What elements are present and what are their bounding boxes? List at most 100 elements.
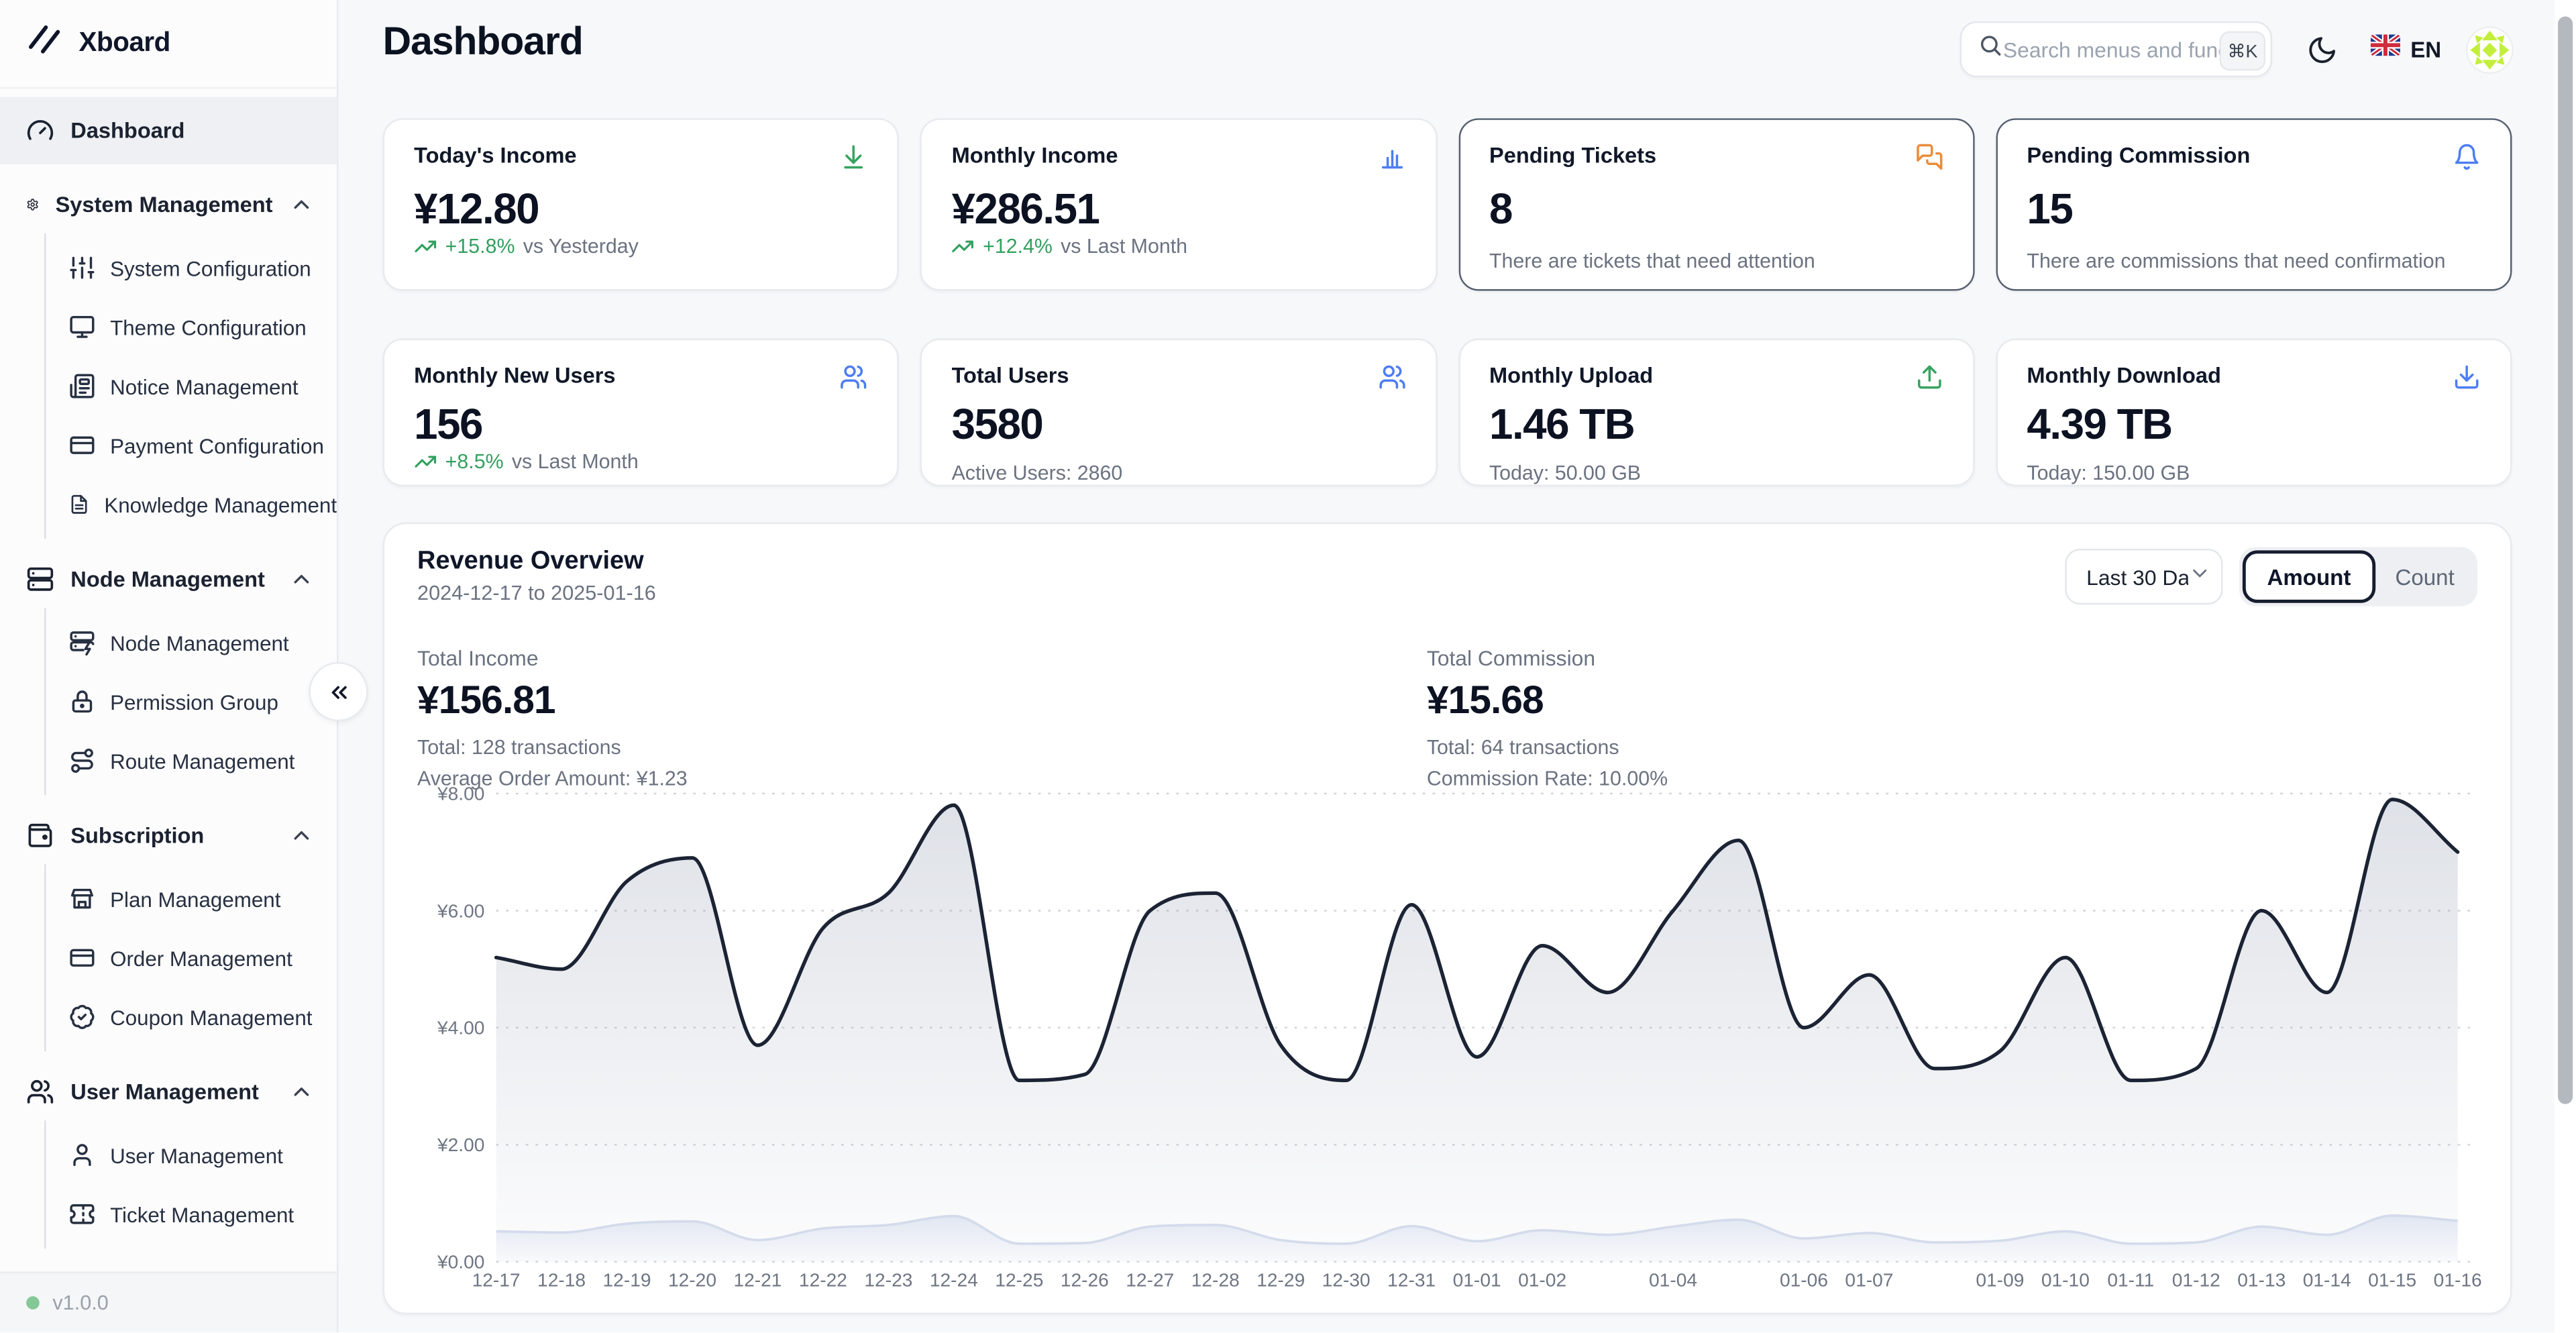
sidebar-item-system-configuration[interactable]: System Configuration <box>46 238 337 297</box>
users-icon <box>27 1079 54 1103</box>
stat-card-today-s-income: Today's Income ¥12.80 +15.8% vs Yesterday <box>382 118 900 291</box>
amount-count-toggle: Amount Count <box>2239 547 2478 606</box>
svg-text:01-06: 01-06 <box>1780 1270 1828 1291</box>
credit-card-icon <box>70 436 95 454</box>
card-value: 4.39 TB <box>2027 399 2173 449</box>
revenue-panel: Revenue Overview 2024-12-17 to 2025-01-1… <box>382 522 2512 1315</box>
sidebar-section-node-management[interactable]: Node Management <box>0 549 337 608</box>
svg-text:01-15: 01-15 <box>2368 1270 2416 1291</box>
card-subtitle: Active Users: 2860 <box>951 462 1123 485</box>
svg-text:12-31: 12-31 <box>1387 1270 1436 1291</box>
sidebar-item-label: User Management <box>110 1142 283 1168</box>
uk-flag-icon <box>2369 32 2402 58</box>
sidebar-item-permission-group[interactable]: Permission Group <box>46 672 337 731</box>
sidebar-item-knowledge-management[interactable]: Knowledge Management <box>46 475 337 534</box>
status-dot <box>26 1297 40 1310</box>
arrow-down-to-line-icon <box>844 145 863 169</box>
brand-header[interactable]: Xboard <box>0 0 337 89</box>
amount-tab[interactable]: Amount <box>2242 550 2376 603</box>
card-subtitle: Today: 50.00 GB <box>1489 462 1642 485</box>
search-input[interactable] <box>2002 37 2222 62</box>
users-icon <box>1379 365 1405 389</box>
revenue-header: Revenue Overview 2024-12-17 to 2025-01-1… <box>417 547 2478 606</box>
total-commission-label: Total Commission <box>1426 645 1596 671</box>
card-trend: +12.4% vs Last Month <box>952 235 1406 258</box>
total-income-value: ¥156.81 <box>417 678 556 723</box>
card-title: Monthly Income <box>951 143 1118 168</box>
sidebar-item-payment-configuration[interactable]: Payment Configuration <box>46 416 337 475</box>
count-tab[interactable]: Count <box>2375 550 2474 602</box>
sidebar-item-route-management[interactable]: Route Management <box>46 731 337 790</box>
chevron-down-icon <box>2193 568 2207 577</box>
sidebar-item-plan-management[interactable]: Plan Management <box>46 869 337 928</box>
trend-compare: vs Last Month <box>1061 235 1188 258</box>
search-box[interactable]: ⌘K <box>1960 21 2273 78</box>
download-icon <box>2455 365 2479 389</box>
card-value: 8 <box>1489 184 1513 233</box>
total-commission-transactions: Total: 64 transactions <box>1426 736 1619 759</box>
sidebar-item-label: Ticket Management <box>110 1202 294 1227</box>
server-icon <box>27 566 54 590</box>
logo-icon <box>29 25 60 54</box>
credit-card-icon <box>70 949 95 967</box>
logo-icon <box>26 21 62 66</box>
sidebar-item-ticket-management[interactable]: Ticket Management <box>46 1185 337 1244</box>
sidebar-item-theme-configuration[interactable]: Theme Configuration <box>46 297 337 356</box>
sidebar-section-label: Node Management <box>70 566 265 591</box>
trend-percent: +15.8% <box>445 235 515 258</box>
total-commission-value: ¥15.68 <box>1426 678 1544 723</box>
total-income-transactions: Total: 128 transactions <box>417 736 621 759</box>
trending-up-icon <box>415 240 437 253</box>
card-title: Today's Income <box>414 143 577 168</box>
stat-card-pending-tickets: Pending Tickets 8 There are tickets that n… <box>1458 118 1975 291</box>
svg-text:01-07: 01-07 <box>1845 1270 1893 1291</box>
svg-text:01-14: 01-14 <box>2303 1270 2351 1291</box>
card-value: ¥286.51 <box>951 184 1100 233</box>
page-title: Dashboard <box>382 19 584 64</box>
sidebar-collapse-button[interactable] <box>309 661 368 722</box>
avatar[interactable] <box>2467 27 2512 72</box>
card-value: 15 <box>2027 184 2073 233</box>
sidebar-group-node-management: Node Management Node Management Permission… <box>0 549 337 796</box>
sidebar-sublist: Node Management Permission Group Route Man… <box>44 608 337 796</box>
sidebar-item-label: Payment Configuration <box>110 433 324 458</box>
sidebar-section-subscription[interactable]: Subscription <box>0 805 337 864</box>
lock-icon <box>72 690 93 713</box>
svg-text:12-23: 12-23 <box>864 1270 912 1291</box>
sidebar-item-coupon-management[interactable]: Coupon Management <box>46 988 337 1047</box>
card-subtitle: Today: 150.00 GB <box>2027 462 2190 485</box>
sidebar-item-dashboard[interactable]: Dashboard <box>0 97 337 164</box>
stat-card-monthly-download: Monthly Download 4.39 TB Today: 150.00 GB <box>1995 338 2512 486</box>
svg-text:12-27: 12-27 <box>1126 1270 1174 1291</box>
stat-card-monthly-new-users: Monthly New Users 156 +8.5% vs Last Month <box>382 338 900 486</box>
chevron-up-icon <box>294 574 309 583</box>
svg-text:01-13: 01-13 <box>2237 1270 2286 1291</box>
card-title: Monthly Download <box>2027 363 2221 388</box>
sidebar-item-user-management[interactable]: User Management <box>46 1126 337 1185</box>
date-range-select[interactable]: Last 30 Days <box>2065 548 2223 605</box>
bar-chart-icon <box>1381 150 1402 169</box>
sidebar-item-notice-management[interactable]: Notice Management <box>46 356 337 415</box>
server-bolt-icon <box>70 631 95 656</box>
sidebar-item-label: Theme Configuration <box>110 314 307 339</box>
revenue-stats: Total Income ¥156.81 Total: 128 transact… <box>417 645 2477 790</box>
search-icon <box>1981 36 2001 56</box>
scrollbar-thumb[interactable] <box>2558 16 2573 1104</box>
stat-card-monthly-income: Monthly Income ¥286.51 +12.4% vs Last Month <box>920 118 1437 291</box>
sidebar-item-label: Dashboard <box>70 118 185 144</box>
svg-text:01-11: 01-11 <box>2107 1270 2154 1291</box>
svg-text:01-04: 01-04 <box>1649 1270 1697 1291</box>
theme-toggle-button[interactable] <box>2299 26 2345 72</box>
sidebar-section-user-management[interactable]: User Management <box>0 1061 337 1120</box>
newspaper-icon <box>70 374 95 398</box>
sidebar-section-system-management[interactable]: System Management <box>0 174 337 233</box>
language-label: EN <box>2410 37 2442 62</box>
sidebar-item-order-management[interactable]: Order Management <box>46 928 337 988</box>
sidebar-item-label: Permission Group <box>110 689 278 714</box>
language-switcher[interactable]: EN <box>2369 32 2442 64</box>
svg-text:01-09: 01-09 <box>1976 1270 2024 1291</box>
sidebar-item-node-management[interactable]: Node Management <box>46 612 337 672</box>
card-value: 156 <box>414 399 483 449</box>
